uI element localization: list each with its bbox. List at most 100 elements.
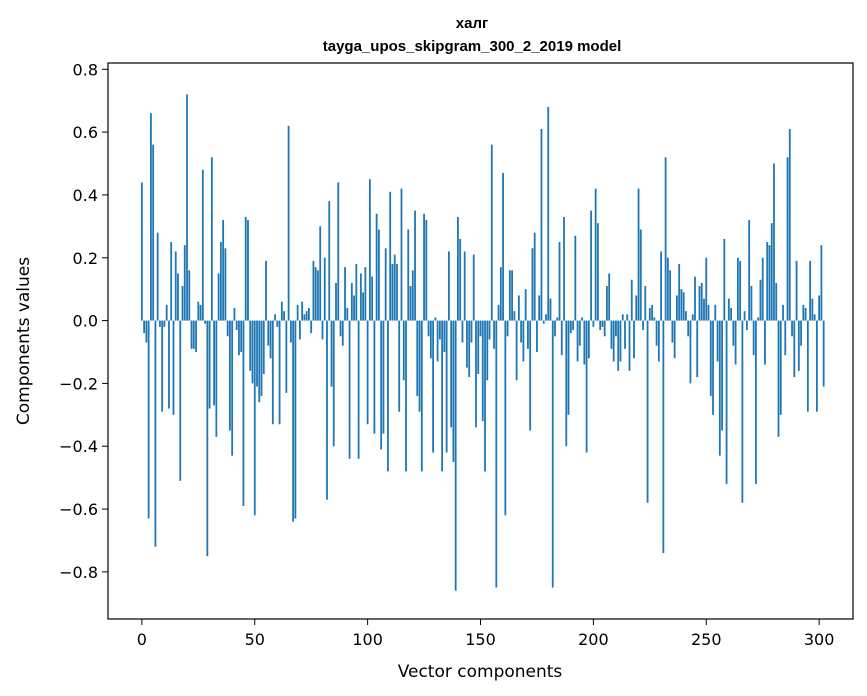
bar-102 [371, 276, 374, 321]
bar-265 [739, 260, 742, 321]
bar-166 [515, 320, 518, 381]
bar-64 [285, 320, 288, 393]
bar-157 [495, 320, 498, 588]
y-tick-label: 0.0 [73, 312, 98, 331]
bar-243 [689, 320, 692, 384]
bar-9 [161, 320, 164, 412]
bar-88 [339, 320, 342, 337]
bar-256 [718, 320, 721, 456]
bar-119 [409, 286, 412, 321]
bar-147 [472, 254, 475, 321]
bar-146 [470, 320, 473, 343]
bar-202 [596, 223, 599, 321]
bar-284 [782, 304, 784, 321]
bar-4 [149, 113, 152, 321]
chart-title: халг [456, 15, 488, 32]
bar-40 [231, 320, 234, 456]
bar-123 [418, 320, 421, 412]
bar-24 [195, 320, 197, 352]
bar-48 [249, 320, 252, 371]
bar-185 [558, 242, 561, 321]
bar-163 [508, 270, 511, 321]
bar-43 [238, 320, 240, 356]
bar-86 [335, 282, 337, 321]
bar-280 [773, 163, 775, 321]
bar-171 [527, 320, 529, 349]
bar-30 [208, 320, 211, 409]
bar-242 [687, 320, 690, 337]
bar-28 [204, 320, 206, 324]
bar-289 [793, 320, 796, 378]
bar-278 [768, 245, 771, 321]
bar-186 [560, 320, 563, 356]
bar-175 [536, 320, 538, 352]
bar-11 [165, 304, 168, 321]
bar-263 [734, 320, 737, 365]
bar-139 [454, 320, 457, 591]
bar-126 [425, 220, 428, 321]
bar-3 [147, 320, 150, 519]
y-tick-label: −0.4 [59, 437, 98, 456]
bar-251 [707, 304, 710, 321]
bar-128 [429, 320, 432, 359]
x-tick-label: 150 [465, 630, 496, 649]
bar-89 [341, 320, 344, 346]
bar-82 [326, 320, 328, 500]
bar-17 [179, 320, 182, 481]
bar-39 [229, 320, 231, 431]
bar-296 [809, 260, 812, 321]
bar-167 [517, 295, 520, 321]
bar-172 [529, 320, 532, 431]
bar-224 [646, 320, 649, 503]
bar-92 [348, 320, 351, 459]
bar-55 [265, 260, 267, 321]
bar-140 [457, 216, 459, 321]
bar-179 [545, 314, 547, 321]
bar-220 [637, 188, 640, 321]
bar-148 [475, 320, 477, 428]
bar-244 [691, 314, 694, 321]
bar-38 [226, 320, 229, 337]
bar-120 [411, 270, 414, 321]
bar-155 [490, 144, 493, 321]
bar-207 [608, 273, 611, 321]
bar-161 [504, 320, 507, 516]
y-tick-label: 0.8 [73, 60, 98, 79]
x-tick-label: 100 [352, 630, 383, 649]
bar-275 [761, 257, 764, 321]
bar-182 [551, 320, 554, 588]
bar-63 [283, 311, 285, 321]
bar-23 [192, 320, 195, 349]
bar-32 [213, 320, 216, 406]
bar-271 [752, 320, 755, 356]
bar-189 [567, 320, 570, 415]
bar-151 [481, 320, 484, 422]
bar-132 [438, 320, 441, 340]
bar-46 [244, 216, 247, 321]
bar-211 [617, 320, 620, 371]
bar-239 [680, 289, 683, 321]
bar-273 [757, 317, 760, 321]
bar-94 [353, 295, 355, 321]
bar-78 [317, 270, 319, 321]
bar-191 [572, 320, 574, 330]
bar-129 [432, 320, 434, 453]
bar-110 [389, 191, 392, 321]
bar-229 [657, 320, 660, 362]
bar-76 [312, 260, 315, 321]
bar-293 [802, 304, 805, 321]
bar-77 [314, 267, 317, 321]
bar-169 [522, 320, 525, 362]
bar-290 [795, 260, 798, 321]
bar-95 [355, 264, 358, 321]
bar-231 [662, 320, 665, 554]
y-tick-label: 0.4 [73, 186, 98, 205]
bar-53 [260, 320, 263, 396]
bar-50 [253, 320, 256, 516]
bar-5 [152, 144, 155, 321]
bar-101 [368, 179, 371, 321]
bar-34 [217, 273, 220, 321]
bar-116 [402, 320, 405, 381]
bar-107 [382, 320, 385, 434]
bar-208 [610, 320, 613, 349]
